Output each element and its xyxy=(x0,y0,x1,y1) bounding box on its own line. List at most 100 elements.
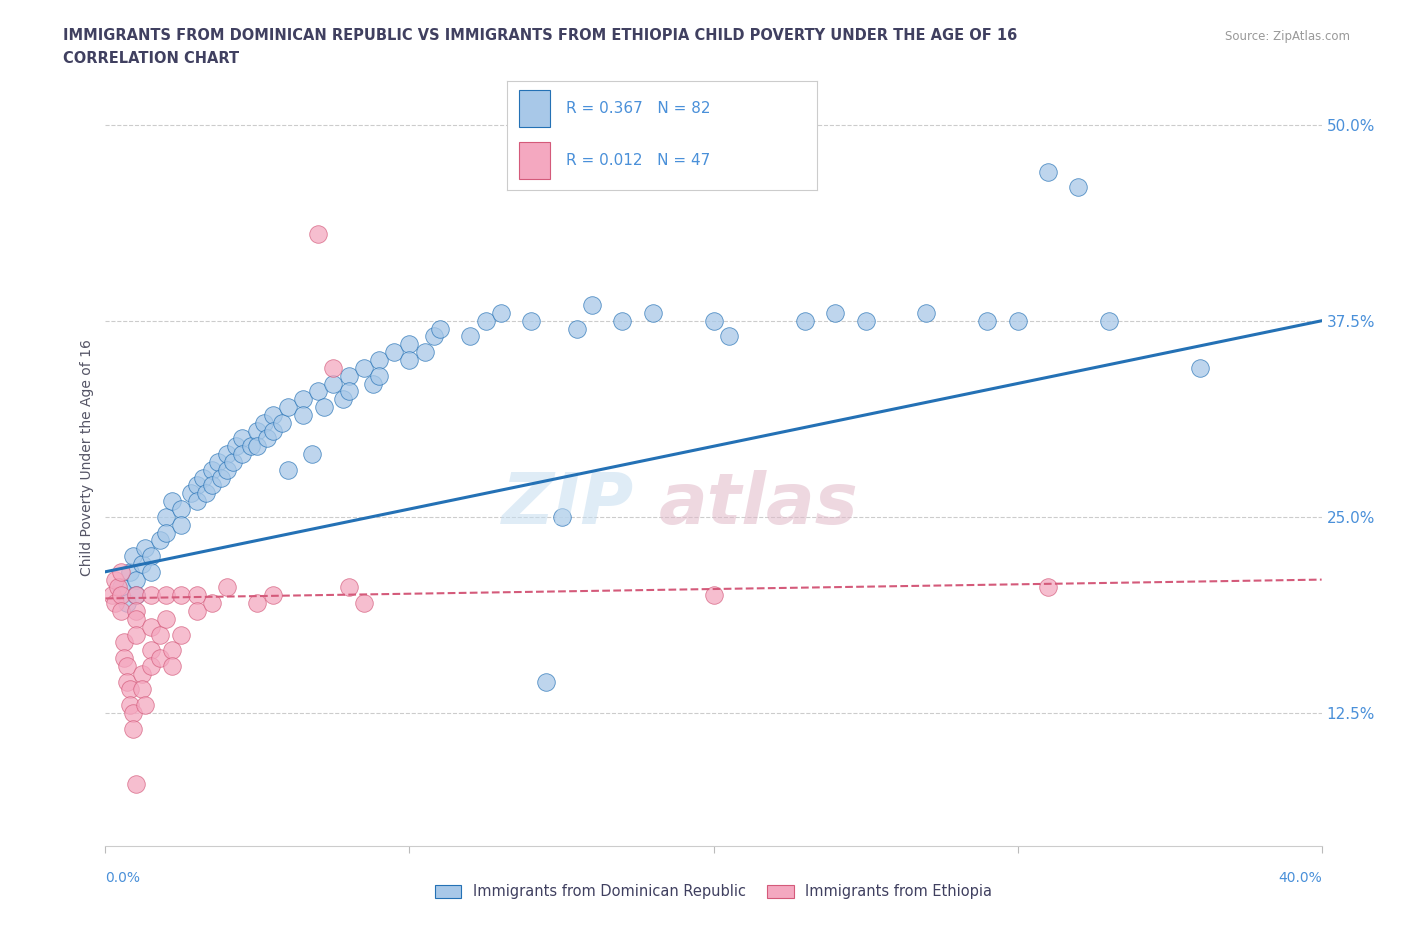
Point xyxy=(110,588,132,603)
Point xyxy=(398,337,420,352)
Point xyxy=(186,604,208,618)
Point xyxy=(550,510,572,525)
Point xyxy=(413,345,436,360)
Point xyxy=(162,494,184,509)
Point xyxy=(240,439,263,454)
Point xyxy=(277,462,299,477)
Point xyxy=(201,596,224,611)
Point xyxy=(292,407,315,422)
Point xyxy=(368,368,391,383)
Point xyxy=(337,580,360,595)
Text: Source: ZipAtlas.com: Source: ZipAtlas.com xyxy=(1225,30,1350,43)
Point xyxy=(139,588,162,603)
Point xyxy=(118,698,141,712)
Point xyxy=(262,423,284,438)
Point xyxy=(209,471,232,485)
Point xyxy=(536,674,558,689)
Point xyxy=(301,446,323,461)
Point xyxy=(222,455,245,470)
Point xyxy=(149,533,172,548)
Point xyxy=(976,313,998,328)
Point xyxy=(270,416,292,431)
Point xyxy=(423,329,446,344)
Point xyxy=(170,627,193,642)
Text: ZIP: ZIP xyxy=(502,471,634,539)
Point xyxy=(131,556,153,571)
Point xyxy=(256,431,278,445)
Point xyxy=(115,658,138,673)
Legend: Immigrants from Dominican Republic, Immigrants from Ethiopia: Immigrants from Dominican Republic, Immi… xyxy=(429,878,998,905)
Point xyxy=(292,392,315,406)
Point xyxy=(520,313,543,328)
Point xyxy=(217,462,239,477)
Point xyxy=(194,485,217,500)
Point xyxy=(246,596,269,611)
Point xyxy=(186,478,208,493)
Point xyxy=(246,423,269,438)
Point xyxy=(458,329,481,344)
Point xyxy=(107,580,129,595)
Point xyxy=(252,416,274,431)
Point xyxy=(186,588,208,603)
Point xyxy=(121,549,143,564)
Point xyxy=(100,588,122,603)
Point xyxy=(121,706,143,721)
Point xyxy=(322,376,344,391)
Point xyxy=(1036,580,1059,595)
Point xyxy=(207,455,229,470)
Point xyxy=(191,471,214,485)
Point xyxy=(231,431,253,445)
Point xyxy=(793,313,815,328)
Point xyxy=(125,588,148,603)
Point xyxy=(110,565,132,579)
Point xyxy=(118,565,141,579)
Point xyxy=(353,596,375,611)
Point xyxy=(170,517,193,532)
Point xyxy=(139,565,162,579)
Point xyxy=(382,345,405,360)
Point xyxy=(824,305,846,320)
Point xyxy=(915,305,938,320)
Point xyxy=(149,627,172,642)
Text: IMMIGRANTS FROM DOMINICAN REPUBLIC VS IMMIGRANTS FROM ETHIOPIA CHILD POVERTY UND: IMMIGRANTS FROM DOMINICAN REPUBLIC VS IM… xyxy=(63,28,1018,43)
Point xyxy=(110,580,132,595)
Point xyxy=(565,321,588,336)
Point xyxy=(186,494,208,509)
Point xyxy=(121,721,143,736)
Point xyxy=(702,588,725,603)
Point xyxy=(855,313,877,328)
Point xyxy=(717,329,740,344)
Point xyxy=(170,588,193,603)
Point xyxy=(139,658,162,673)
Point xyxy=(332,392,354,406)
Point xyxy=(314,400,336,415)
Point xyxy=(162,658,184,673)
Point xyxy=(115,674,138,689)
Point xyxy=(170,501,193,516)
Text: CORRELATION CHART: CORRELATION CHART xyxy=(63,51,239,66)
Point xyxy=(307,227,329,242)
Point xyxy=(398,352,420,367)
Point xyxy=(115,596,138,611)
Point xyxy=(262,407,284,422)
Point xyxy=(118,682,141,697)
Point xyxy=(139,549,162,564)
Point xyxy=(139,619,162,634)
Point xyxy=(112,635,135,650)
Text: 40.0%: 40.0% xyxy=(1278,870,1322,884)
Point xyxy=(125,611,148,626)
Point xyxy=(225,439,247,454)
Point xyxy=(307,384,329,399)
Point xyxy=(262,588,284,603)
Point xyxy=(217,446,239,461)
Point xyxy=(1098,313,1121,328)
Point xyxy=(231,446,253,461)
Point xyxy=(155,525,177,540)
Point xyxy=(429,321,451,336)
Point xyxy=(125,572,148,587)
Point xyxy=(246,439,269,454)
Point xyxy=(1067,180,1090,195)
Point xyxy=(368,352,391,367)
Point xyxy=(702,313,725,328)
Y-axis label: Child Poverty Under the Age of 16: Child Poverty Under the Age of 16 xyxy=(80,339,94,577)
